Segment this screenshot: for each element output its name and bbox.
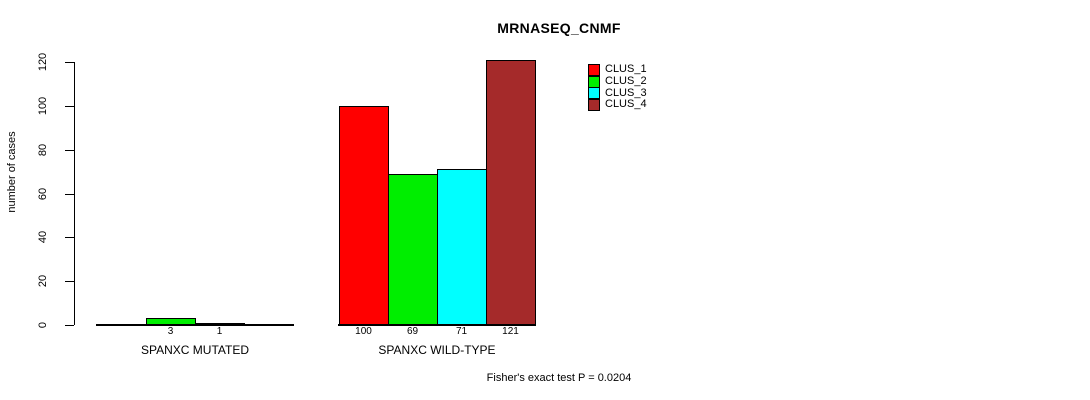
bar-value-label: 1 <box>216 326 223 337</box>
legend-item-clus_2: CLUS_2 <box>588 75 647 88</box>
y-axis-tick-label: 80 <box>37 143 49 156</box>
y-axis-tick <box>65 149 74 151</box>
y-axis-tick-label: 0 <box>37 321 49 329</box>
fisher-test-annotation: Fisher's exact test P = 0.0204 <box>486 372 632 384</box>
y-axis-tick-label: 20 <box>37 275 49 288</box>
bar-clus_1-wild-type <box>339 105 389 325</box>
y-axis-title: number of cases <box>6 131 18 213</box>
legend-label: CLUS_3 <box>605 86 647 99</box>
y-axis-tick <box>65 105 74 107</box>
y-axis-tick-label: 120 <box>37 52 49 72</box>
bar-clus_2-mutated <box>146 318 196 325</box>
bar-clus_3-mutated <box>195 322 245 325</box>
legend-swatch-icon <box>588 75 600 88</box>
legend-swatch-icon <box>588 63 600 76</box>
y-axis-tick-label: 40 <box>37 231 49 244</box>
bar-clus_2-wild-type <box>388 173 438 325</box>
bar-value-label: 100 <box>355 326 372 337</box>
y-axis-tick <box>65 62 74 63</box>
x-axis-group-label: SPANXC WILD-TYPE <box>378 343 496 357</box>
zero-baseline <box>96 324 294 326</box>
legend-item-clus_4: CLUS_4 <box>588 98 647 111</box>
x-axis-group-label: SPANXC MUTATED <box>140 343 250 357</box>
legend-label: CLUS_4 <box>605 98 647 111</box>
bar-value-label: 121 <box>502 326 519 337</box>
y-axis-tick <box>65 237 74 239</box>
legend-swatch-icon <box>588 98 600 111</box>
legend-item-clus_1: CLUS_1 <box>588 63 647 76</box>
bar-value-label: 71 <box>455 326 468 337</box>
legend-item-clus_3: CLUS_3 <box>588 86 647 100</box>
y-axis-tick <box>65 325 74 326</box>
legend-label: CLUS_2 <box>605 75 647 88</box>
y-axis-tick-label: 100 <box>37 96 49 116</box>
legend: CLUS_1 CLUS_2 CLUS_3 CLUS_4 <box>588 63 647 111</box>
bar-value-label: 69 <box>406 326 419 337</box>
y-axis-line <box>74 62 75 325</box>
zero-baseline <box>338 324 536 326</box>
y-axis-tick <box>65 193 74 195</box>
y-axis-tick-label: 60 <box>37 187 49 200</box>
bar-value-label: 3 <box>167 326 174 337</box>
chart-title: MRNASEQ_CNMF <box>497 20 621 36</box>
bar-clus_3-wild-type <box>437 169 487 325</box>
bar-clus_4-wild-type <box>486 59 536 325</box>
y-axis-tick <box>65 281 74 283</box>
legend-label: CLUS_1 <box>605 63 647 76</box>
legend-swatch-icon <box>588 87 600 100</box>
